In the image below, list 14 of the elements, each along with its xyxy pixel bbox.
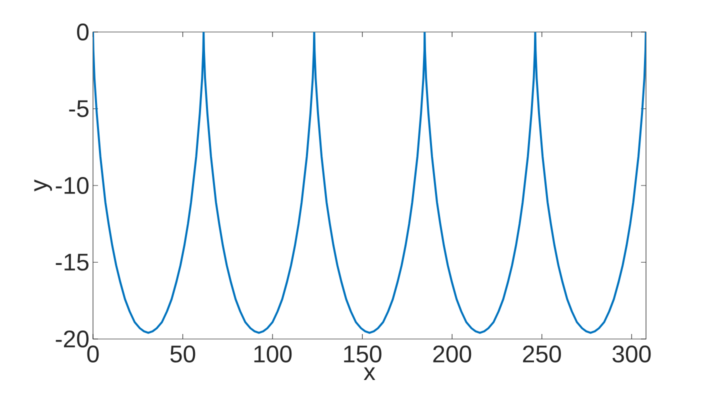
y-tick-label: -10 <box>56 176 89 194</box>
x-tick-label: 50 <box>170 346 196 363</box>
x-tick-label: 150 <box>344 346 382 363</box>
y-axis-title: y <box>34 180 52 192</box>
line-series <box>93 32 646 334</box>
y-tick-label: 0 <box>77 23 89 40</box>
y-tick-label: -20 <box>56 330 89 348</box>
x-tick-label: 200 <box>433 346 472 363</box>
x-tick-label: 250 <box>523 346 561 363</box>
x-tick-label: 100 <box>254 346 292 363</box>
y-tick-label: -15 <box>56 254 88 271</box>
x-axis-title: x <box>364 367 376 380</box>
y-tick-label: -5 <box>69 100 88 118</box>
x-tick-label: 300 <box>612 346 651 363</box>
